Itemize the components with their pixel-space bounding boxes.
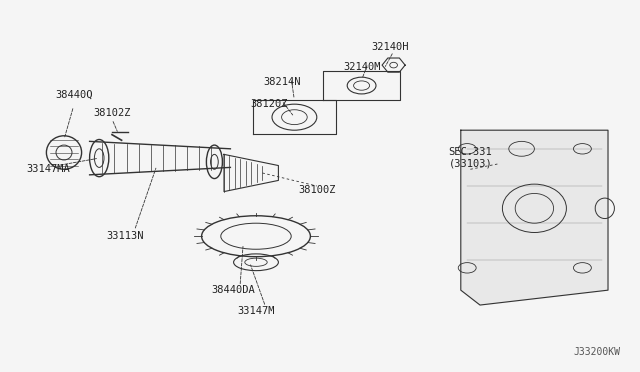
Text: 33113N: 33113N [106,231,143,241]
Text: 38214N: 38214N [263,77,300,87]
Text: 32140H: 32140H [372,42,409,51]
Text: 38440Q: 38440Q [55,90,92,100]
Text: 38120Z: 38120Z [250,99,287,109]
Text: J33200KW: J33200KW [574,347,621,357]
Text: 33147MA: 33147MA [26,164,70,174]
Text: 38100Z: 38100Z [298,185,335,195]
Text: SEC.331
(33103): SEC.331 (33103) [449,147,492,169]
Text: 38102Z: 38102Z [93,109,131,118]
Polygon shape [461,130,608,305]
Text: 38440DA: 38440DA [212,285,255,295]
Text: 33147M: 33147M [237,306,275,315]
Text: 32140M: 32140M [343,62,380,72]
